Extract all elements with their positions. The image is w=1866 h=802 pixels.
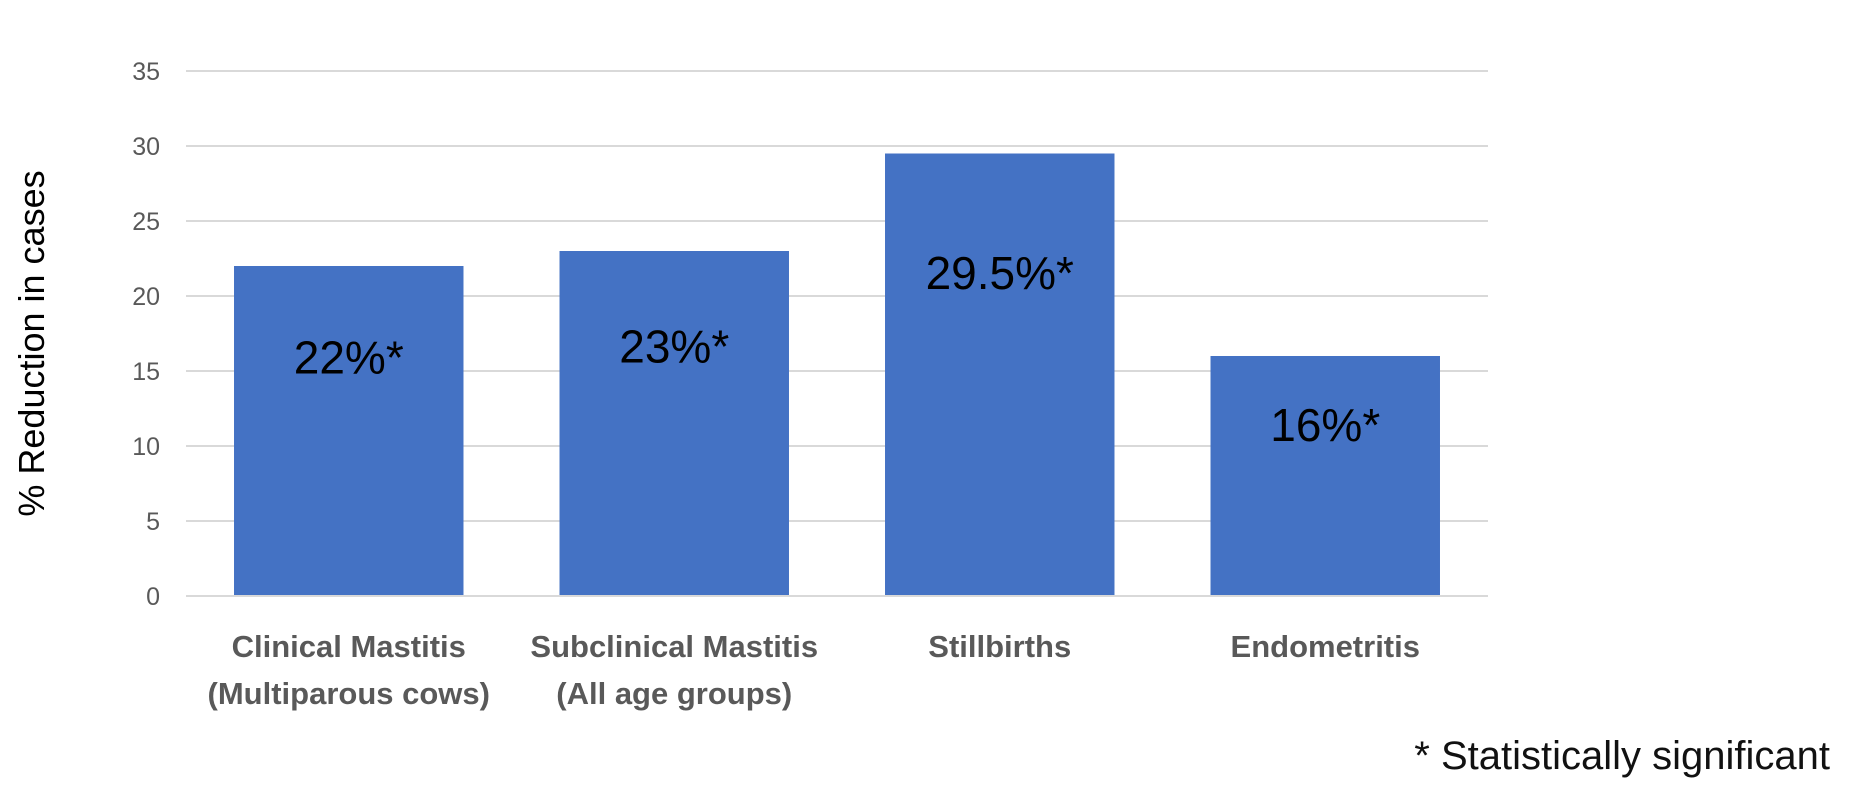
data-label: 23%* [619,320,729,372]
data-label: 16%* [1270,399,1380,451]
y-axis-title: % Reduction in cases [11,170,52,516]
y-tick-label: 35 [132,58,160,86]
bar [885,153,1115,596]
y-tick-label: 20 [132,283,160,311]
bar [1210,356,1440,596]
category-label: Endometritis [1231,629,1420,664]
category-label: (All age groups) [556,676,792,711]
y-tick-label: 0 [146,583,160,611]
y-tick-label: 10 [132,433,160,461]
category-label: (Multiparous cows) [208,676,490,711]
footnote: * Statistically significant [1414,734,1830,778]
bar [559,251,789,596]
category-label: Clinical Mastitis [232,629,466,664]
y-tick-label: 15 [132,358,160,386]
bar [234,266,464,596]
category-label: Stillbirths [928,629,1071,664]
data-label: 29.5%* [926,247,1074,299]
y-tick-label: 5 [146,508,160,536]
y-tick-label: 25 [132,208,160,236]
data-label: 22%* [294,332,404,384]
category-label: Subclinical Mastitis [530,629,818,664]
y-tick-label: 30 [132,133,160,161]
